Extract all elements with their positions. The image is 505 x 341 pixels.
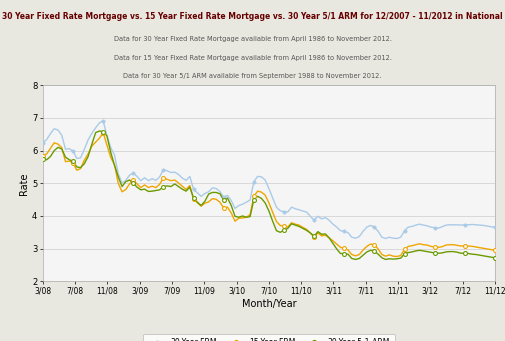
Text: Data for 30 Year 5/1 ARM available from September 1988 to November 2012.: Data for 30 Year 5/1 ARM available from …: [123, 73, 382, 79]
Y-axis label: Rate: Rate: [19, 172, 29, 194]
Text: Data for 15 Year Fixed Rate Mortgage available from April 1986 to November 2012.: Data for 15 Year Fixed Rate Mortgage ava…: [114, 55, 391, 61]
Text: 30 Year Fixed Rate Mortgage vs. 15 Year Fixed Rate Mortgage vs. 30 Year 5/1 ARM : 30 Year Fixed Rate Mortgage vs. 15 Year …: [2, 12, 503, 21]
Text: Data for 30 Year Fixed Rate Mortgage available from April 1986 to November 2012.: Data for 30 Year Fixed Rate Mortgage ava…: [114, 36, 391, 42]
X-axis label: Month/Year: Month/Year: [241, 299, 296, 309]
Legend: 30-Year-FRM, 15-Year-FRM, 30-Year-5-1-ARM: 30-Year-FRM, 15-Year-FRM, 30-Year-5-1-AR…: [143, 334, 395, 341]
